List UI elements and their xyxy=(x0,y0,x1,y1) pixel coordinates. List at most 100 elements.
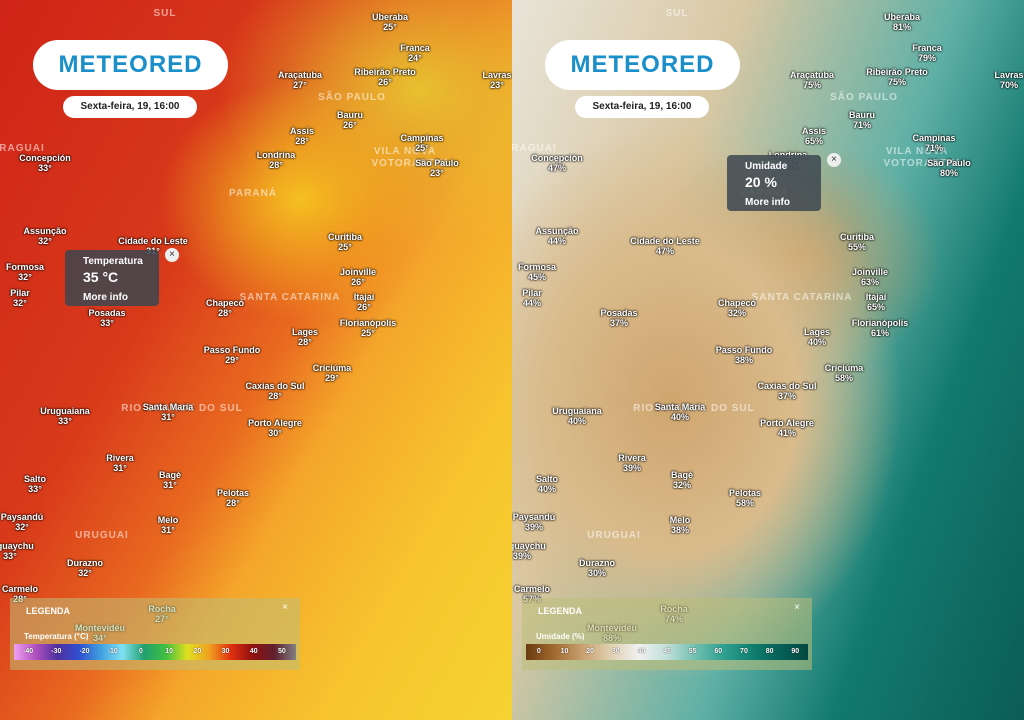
close-button[interactable]: × xyxy=(165,248,179,262)
city-name: Concepción xyxy=(531,153,583,163)
popup-value: 35 °C xyxy=(83,269,119,285)
scale-tick: 10 xyxy=(165,648,174,655)
city-name: Uruguaiana xyxy=(552,406,602,416)
region-label: RIO GRANDE DO SUL xyxy=(633,403,755,414)
city-label: Concepción 47% xyxy=(531,153,583,173)
region-label: RAGUAI xyxy=(512,143,557,154)
region-label: PARANÁ xyxy=(228,188,278,199)
scale-tick: -20 xyxy=(79,648,90,655)
more-info-link[interactable]: More info xyxy=(83,292,128,303)
scale-tick: -40 xyxy=(23,648,34,655)
city-value: 41% xyxy=(777,428,796,438)
logo: METEORED xyxy=(545,40,740,90)
city-label: Pelotas 28° xyxy=(217,488,249,508)
city-label: Curitiba 55% xyxy=(840,232,874,252)
region-label: SUL xyxy=(665,8,689,19)
city-name: Curitiba xyxy=(839,232,875,242)
city-name: Formosa xyxy=(517,262,557,272)
city-name: Campinas xyxy=(912,133,956,143)
city-label: Itajaí 26° xyxy=(354,292,375,312)
city-name: Passo Fundo xyxy=(203,345,261,355)
city-name: Bagé xyxy=(670,470,694,480)
city-value: 26° xyxy=(351,277,365,287)
city-value: 32% xyxy=(672,480,692,490)
city-value: 33° xyxy=(38,163,52,173)
scale-tick: 20 xyxy=(193,648,202,655)
region-label: RAGUAI xyxy=(0,143,45,154)
city-value: 38% xyxy=(670,525,690,535)
city-name: Salto xyxy=(535,474,559,484)
city-label: Bagé 32% xyxy=(671,470,693,490)
city-name: Durazno xyxy=(67,558,103,568)
city-label: Porto Alegre 30° xyxy=(248,418,302,438)
city-value: 61% xyxy=(870,328,890,338)
city-value: 33° xyxy=(28,484,42,494)
legend-close[interactable]: × xyxy=(282,602,288,613)
city-name: Florianópolis xyxy=(851,318,909,328)
city-value: 75% xyxy=(802,80,822,90)
city-label: Caxias do Sul 37% xyxy=(757,381,816,401)
city-name: Assunção xyxy=(535,226,579,236)
city-label: Pelotas 58% xyxy=(729,488,761,508)
city-label: Formosa 32° xyxy=(6,262,44,282)
city-label: Leguaychu33° xyxy=(0,541,34,561)
city-label: Leguaychu39% xyxy=(512,541,546,561)
region-label: SÃO PAULO xyxy=(830,92,898,103)
legend-close[interactable]: × xyxy=(794,602,800,613)
city-name: Caxias do Sul xyxy=(757,381,817,391)
city-value: 24° xyxy=(408,53,422,63)
city-value: 25° xyxy=(415,143,429,153)
region-label: URUGUAI xyxy=(75,530,129,541)
city-value: 23° xyxy=(430,168,444,178)
city-label: Paysandú 39% xyxy=(513,512,556,532)
city-name: Itajaí xyxy=(353,292,375,302)
city-name: Araçatuba xyxy=(277,70,323,80)
region-label: VILA NOVA xyxy=(885,146,949,157)
scale-tick: 80 xyxy=(765,648,774,655)
city-label: Durazno 32° xyxy=(67,558,103,578)
scale-tick: 55 xyxy=(688,648,697,655)
city-name: Santa Maria xyxy=(142,402,194,412)
city-name: Criciúma xyxy=(824,363,864,373)
close-button[interactable]: × xyxy=(827,153,841,167)
region-label: SANTA CATARINA xyxy=(239,292,341,303)
city-value: 31° xyxy=(163,480,177,490)
scale-tick: 45 xyxy=(663,648,671,655)
logo: METEORED xyxy=(33,40,228,90)
scale-tick: 90 xyxy=(791,648,800,655)
popup-label: Temperatura xyxy=(83,256,143,267)
city-value: 32% xyxy=(727,308,747,318)
region-label: SUL xyxy=(153,8,177,19)
city-label: Franca 24° xyxy=(400,43,430,63)
scale-tick: 10 xyxy=(560,648,569,655)
city-name: Araçatuba xyxy=(789,70,835,80)
city-name: Cidade do Leste xyxy=(118,236,188,246)
city-label: Durazno 30% xyxy=(579,558,615,578)
legend-title: LEGENDA xyxy=(26,606,71,616)
city-name: Leguaychu xyxy=(0,541,34,551)
city-value: 23° xyxy=(490,80,504,90)
city-name: Assis xyxy=(801,126,827,136)
city-name: Chapecó xyxy=(717,298,757,308)
city-value: 38% xyxy=(734,355,754,365)
scale-tick: 20 xyxy=(586,648,594,655)
city-value: 26° xyxy=(343,120,357,130)
city-name: Ribeirão Preto xyxy=(866,67,928,77)
city-label: Uberaba 25° xyxy=(372,12,408,32)
city-label: Franca 79% xyxy=(912,43,942,63)
city-value: 39% xyxy=(512,551,532,561)
city-name: Durazno xyxy=(579,558,615,568)
city-label: Chapecó 32% xyxy=(718,298,756,318)
city-value: 29° xyxy=(325,373,339,383)
city-name: Pilar xyxy=(522,288,542,298)
city-label: Criciúma 58% xyxy=(825,363,864,383)
legend: LEGENDA Temperatura (°C) × -40 -30 -20 -10 0 10 2… xyxy=(10,598,300,670)
more-info-link[interactable]: More info xyxy=(745,197,790,208)
city-value: 27° xyxy=(293,80,307,90)
city-label: Passo Fundo 38% xyxy=(716,345,773,365)
city-name: Porto Alegre xyxy=(248,418,302,428)
city-value: 70% xyxy=(999,80,1018,90)
city-label: Joinville 26° xyxy=(340,267,376,287)
city-name: Melo xyxy=(669,515,691,525)
